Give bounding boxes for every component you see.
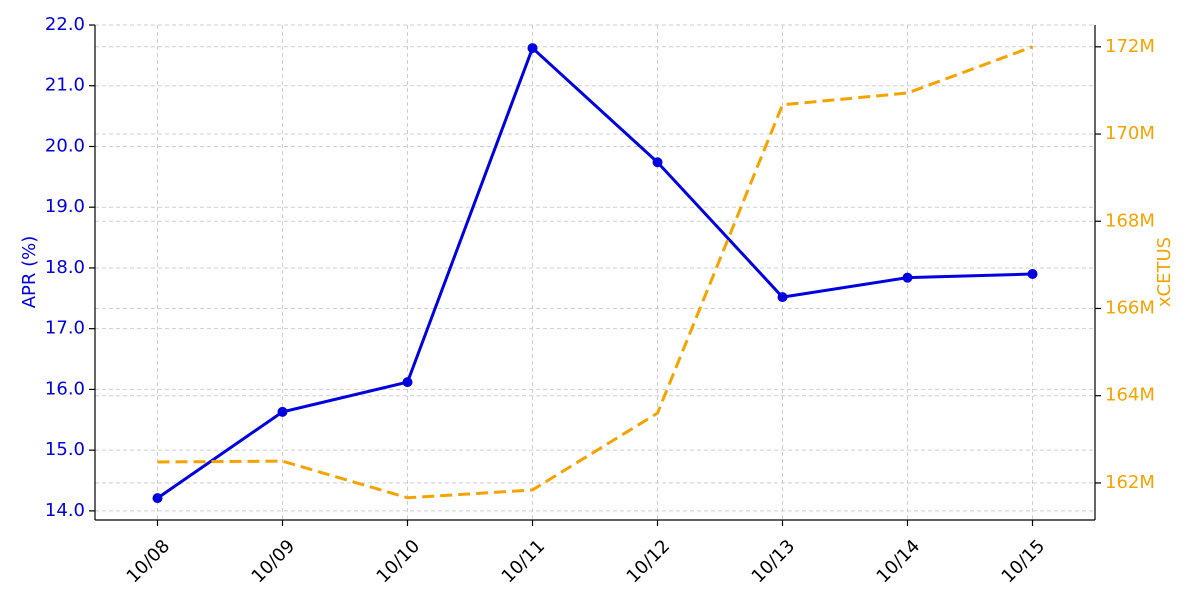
y2-axis-label: xCETUS	[1154, 237, 1175, 307]
series-line	[157, 45, 1034, 500]
y-tick-label: 17.0	[45, 318, 85, 339]
y2-tick-label: 166M	[1105, 297, 1155, 318]
y-tick-label: 14.0	[45, 500, 85, 521]
y2-tick-label: 164M	[1105, 385, 1155, 406]
x-tick-label: 10/08	[123, 536, 175, 588]
y2-tick-label: 172M	[1105, 36, 1155, 57]
point-marker	[277, 406, 288, 417]
y-tick-label: 16.0	[45, 378, 85, 399]
y2-tick-label: 162M	[1105, 472, 1155, 493]
point-marker	[527, 43, 538, 54]
y-tick-label: 20.0	[45, 135, 85, 156]
x-tick-label: 10/11	[498, 536, 550, 588]
point-marker	[902, 272, 913, 283]
y-tick-label: 22.0	[45, 14, 85, 35]
y-tick-label: 21.0	[45, 75, 85, 96]
x-tick-label: 10/10	[373, 536, 425, 588]
y-axis-label: APR (%)	[19, 236, 40, 309]
x-tick-label: 10/13	[748, 536, 800, 588]
series-line	[156, 45, 1033, 500]
y-tick-label: 15.0	[45, 439, 85, 460]
y2-tick-label: 168M	[1105, 210, 1155, 231]
point-marker	[152, 493, 163, 504]
point-marker	[402, 377, 413, 388]
x-tick-label: 10/12	[623, 536, 675, 588]
point-marker	[1027, 269, 1038, 280]
point-marker	[652, 157, 663, 168]
point-marker	[777, 292, 788, 303]
x-tick-label: 10/09	[248, 536, 300, 588]
x-tick-label: 10/14	[873, 536, 925, 588]
y-tick-label: 18.0	[45, 257, 85, 278]
x-tick-label: 10/15	[998, 536, 1050, 588]
y-tick-label: 19.0	[45, 196, 85, 217]
y2-tick-label: 170M	[1105, 123, 1155, 144]
